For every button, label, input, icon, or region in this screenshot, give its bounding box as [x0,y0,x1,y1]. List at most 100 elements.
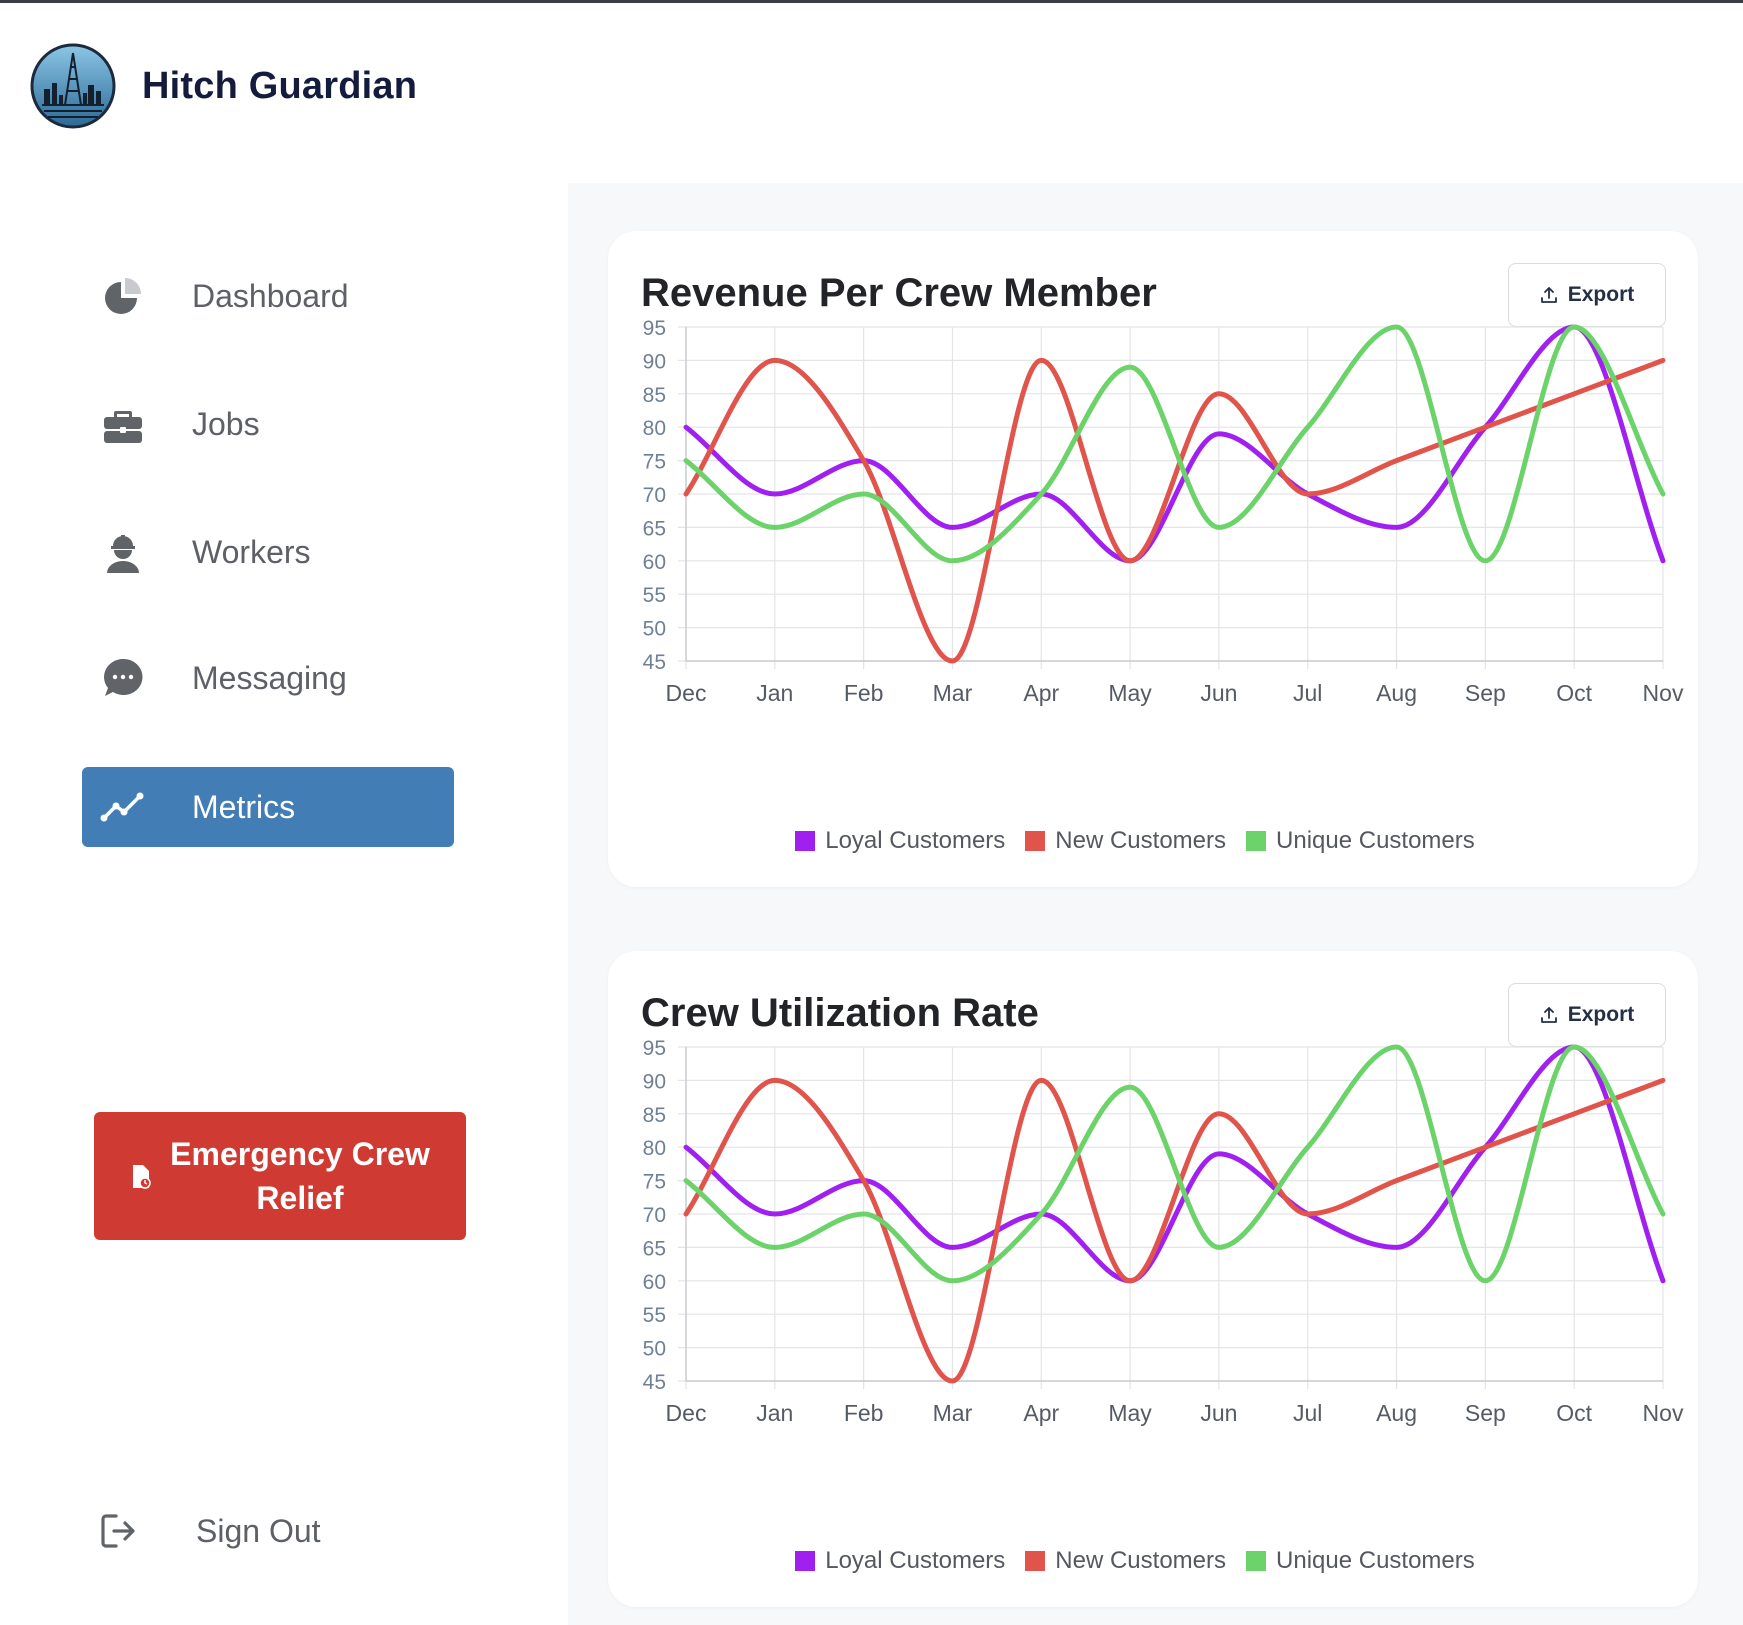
y-tick-label: 45 [643,1371,666,1394]
sidebar-item-label: Workers [192,533,311,570]
x-tick-label: Nov [1643,680,1684,706]
x-tick-label: Aug [1376,1400,1417,1426]
x-tick-label: Apr [1023,680,1059,706]
y-tick-label: 60 [643,551,666,574]
x-tick-label: Jan [756,1400,793,1426]
legend-swatch [795,831,816,851]
line-chart-icon [100,792,144,822]
x-tick-label: Apr [1023,1400,1059,1426]
chat-bubble-icon [104,658,143,696]
y-tick-label: 75 [643,1171,666,1194]
y-tick-label: 70 [643,1204,666,1227]
x-tick-label: Mar [933,680,973,706]
legend-label: Loyal Customers [825,1547,1006,1574]
y-tick-label: 75 [643,451,666,474]
chart-legend: Loyal Customers New Customers Unique Custo… [590,1547,1680,1575]
sidebar-item-messaging[interactable]: Messaging [82,638,454,718]
series-line-unique-customers [683,1044,1666,1284]
x-tick-label: Oct [1556,1400,1592,1426]
sign-out-icon [101,1514,135,1548]
x-tick-label: May [1108,680,1152,706]
brand-header[interactable]: Hitch Guardian [30,43,417,129]
sidebar-item-label: Metrics [192,788,296,825]
series-line-unique-customers [683,324,1666,564]
legend-item[interactable]: New Customers [1025,827,1226,855]
legend-item[interactable]: Unique Customers [1246,1547,1475,1575]
y-tick-label: 60 [643,1271,666,1294]
legend-swatch [795,1551,816,1571]
y-tick-label: 90 [643,350,666,373]
export-label: Export [1567,1003,1635,1026]
worker-icon [107,535,139,573]
card-title: Revenue Per Crew Member [641,271,1157,315]
legend-item[interactable]: New Customers [1025,1547,1226,1575]
x-tick-label: Sep [1465,1400,1506,1426]
legend-swatch [1025,1551,1046,1571]
emergency-crew-relief-button[interactable]: Emergency Crew Relief [94,1112,466,1240]
sidebar-item-label: Jobs [192,405,260,442]
legend-item[interactable]: Loyal Customers [795,827,1005,855]
window-top-border [0,0,1743,3]
legend-label: Unique Customers [1276,1547,1475,1574]
x-tick-label: Jul [1293,1400,1322,1426]
sign-out-link[interactable]: Sign Out [98,1510,321,1552]
y-tick-label: 50 [643,618,666,641]
legend-swatch [1025,831,1046,851]
x-tick-label: Jun [1200,1400,1237,1426]
sidebar-item-label: Messaging [192,659,347,696]
x-tick-label: Nov [1643,1400,1684,1426]
upload-icon [1540,287,1557,303]
legend-label: Loyal Customers [825,827,1006,854]
y-tick-label: 80 [643,417,666,440]
y-tick-label: 95 [643,1037,666,1060]
alert-document-icon [133,1165,151,1189]
y-tick-label: 65 [643,1237,666,1260]
y-tick-label: 55 [643,1304,666,1327]
legend-swatch [1246,831,1267,851]
oil-rig-logo-icon [30,43,116,129]
sign-out-label: Sign Out [196,1512,321,1549]
x-tick-label: Jan [756,680,793,706]
y-tick-label: 95 [643,317,666,340]
legend-item[interactable]: Loyal Customers [795,1547,1005,1575]
utilization-chart-card: Crew Utilization Rate Export 95 90 85 80 75 7… [608,951,1698,1607]
y-tick-label: 90 [643,1070,666,1093]
x-tick-label: Mar [933,1400,973,1426]
x-tick-label: Sep [1465,680,1506,706]
legend-item[interactable]: Unique Customers [1246,827,1475,855]
upload-icon [1540,1007,1557,1023]
sidebar-item-label: Dashboard [192,277,349,314]
sidebar-item-dashboard[interactable]: Dashboard [82,256,454,336]
sidebar-item-metrics[interactable]: Metrics [82,767,454,847]
y-tick-label: 80 [643,1137,666,1160]
x-tick-label: Aug [1376,680,1417,706]
legend-label: Unique Customers [1276,827,1475,854]
x-tick-label: Jul [1293,680,1322,706]
export-label: Export [1567,283,1635,306]
y-tick-label: 50 [643,1338,666,1361]
legend-label: New Customers [1055,827,1227,854]
series-line-new-customers [683,357,1666,664]
app-name: Hitch Guardian [142,64,418,107]
y-tick-label: 85 [643,1104,666,1127]
y-tick-label: 85 [643,384,666,407]
x-tick-label: Dec [666,680,707,706]
revenue-chart-card: Revenue Per Crew Member Export 95 90 85 80 7… [608,231,1698,887]
sidebar-item-jobs[interactable]: Jobs [82,384,454,464]
x-tick-label: Feb [844,1400,884,1426]
sidebar-item-workers[interactable]: Workers [82,512,454,592]
y-tick-label: 65 [643,517,666,540]
series-line-new-customers [683,1077,1666,1384]
emergency-button-label: Emergency Crew Relief [170,1136,430,1216]
export-button[interactable]: Export [1508,983,1666,1047]
x-tick-label: Feb [844,680,884,706]
y-tick-label: 55 [643,584,666,607]
export-button[interactable]: Export [1508,263,1666,327]
briefcase-icon [104,411,142,443]
chart-legend: Loyal Customers New Customers Unique Custo… [590,827,1680,855]
x-tick-label: Dec [666,1400,707,1426]
